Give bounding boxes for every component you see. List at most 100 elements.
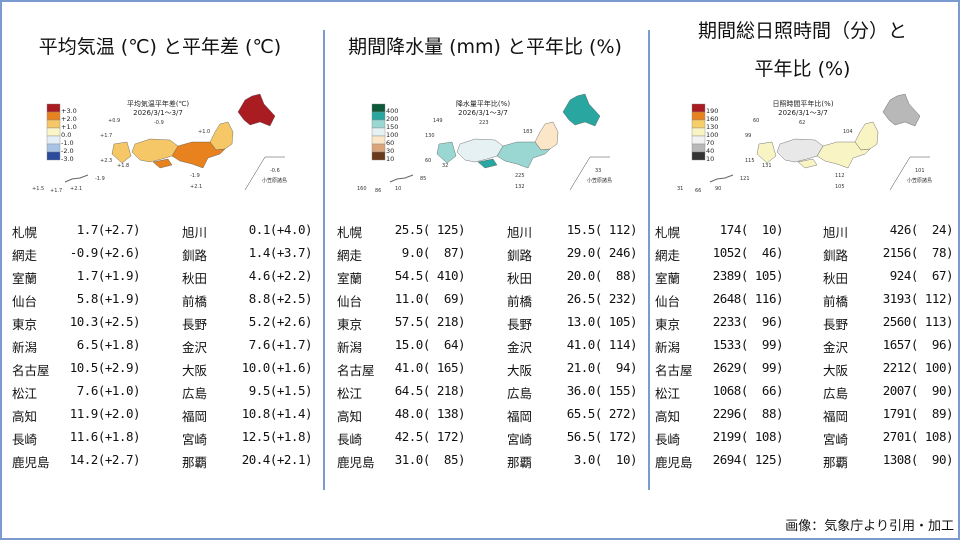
station-label: 99 [745, 133, 751, 139]
station-value: 14.2(+2.7) [69, 452, 141, 467]
table-row: 前橋 3193( 112) [823, 291, 954, 313]
station-value: 13.0( 105) [566, 314, 638, 329]
station-value: 3193( 112) [882, 291, 954, 306]
table-row: 網走 9.0( 87) [337, 245, 466, 267]
table-row: 旭川 0.1(+4.0) [182, 222, 313, 244]
station-value: 25.5( 125) [394, 222, 466, 237]
table-row: 福岡 1791( 89) [823, 406, 954, 428]
legend-swatch [46, 111, 61, 121]
table-row: 釧路 29.0( 246) [507, 245, 638, 267]
region-tohoku [209, 121, 234, 151]
station-value: 54.5( 410) [394, 268, 466, 283]
station-label: 31 [677, 186, 683, 192]
station-name: 鹿児島 [337, 455, 375, 470]
station-label: 86 [375, 188, 381, 194]
station-label: 10 [395, 186, 401, 192]
region-kyushu [756, 141, 777, 164]
station-name: 網走 [12, 248, 38, 263]
station-name: 金沢 [182, 340, 208, 355]
region-shikoku [797, 158, 818, 169]
station-value: 2694( 125) [712, 452, 784, 467]
inset-border [889, 156, 930, 191]
table-row: 名古屋 10.5(+2.9) [12, 360, 141, 382]
panel-precipitation: 期間降水量 (mm) と平年比 (%) 400 200 150 100 60 30 10 降水… [325, 0, 645, 540]
station-label: +2.3 [100, 158, 112, 164]
map-title: 日照時間平年比(%) [772, 99, 833, 108]
table-row: 松江 1068( 66) [655, 383, 784, 405]
station-value: 2233( 96) [712, 314, 784, 329]
table-row: 網走 -0.9(+2.6) [12, 245, 141, 267]
station-value: 3.0( 10) [573, 452, 638, 467]
station-label: 104 [843, 129, 853, 135]
station-value: 26.5( 232) [566, 291, 638, 306]
legend-swatch [46, 119, 61, 129]
region-okinawa [709, 174, 734, 183]
panel-title: 期間降水量 (mm) と平年比 (%) [348, 36, 622, 58]
station-value: 1.4(+3.7) [248, 245, 313, 260]
station-name: 新潟 [12, 340, 38, 355]
region-kyushu [111, 141, 132, 164]
station-name: 高知 [12, 409, 38, 424]
table-row: 宮崎 12.5(+1.8) [182, 429, 313, 451]
station-name: 秋田 [182, 271, 208, 286]
station-name: 室蘭 [655, 271, 681, 286]
station-name: 広島 [507, 386, 533, 401]
station-value: 10.5(+2.9) [69, 360, 141, 375]
station-label: 66 [695, 188, 701, 194]
table-row: 広島 2007( 90) [823, 383, 954, 405]
station-value: 21.0( 94) [566, 360, 638, 375]
station-value: 2648( 116) [712, 291, 784, 306]
table-row: 仙台 11.0( 69) [337, 291, 466, 313]
station-value: 29.0( 246) [566, 245, 638, 260]
islands-label: 小笠原諸島 [907, 177, 932, 184]
station-value: 1.7(+1.9) [76, 268, 141, 283]
station-value: 2156( 78) [882, 245, 954, 260]
table-row: 大阪 10.0(+1.6) [182, 360, 313, 382]
legend-swatch [691, 103, 706, 113]
table-row: 札幌 174( 10) [655, 222, 784, 244]
region-kanto [816, 141, 871, 169]
legend-label: 160 [706, 115, 718, 123]
station-name: 那覇 [182, 455, 208, 470]
station-value: 41.0( 114) [566, 337, 638, 352]
station-label: -0.6 [270, 168, 280, 174]
islands-label: 小笠原諸島 [262, 177, 287, 184]
table-row: 名古屋 41.0( 165) [337, 360, 466, 382]
station-name: 高知 [655, 409, 681, 424]
station-label: -1.9 [190, 173, 200, 179]
table-row: 旭川 15.5( 112) [507, 222, 638, 244]
legend-swatch [46, 151, 61, 161]
region-kanto [171, 141, 226, 169]
station-name: 網走 [337, 248, 363, 263]
station-name: 札幌 [12, 225, 38, 240]
panel-sunshine: 期間総日照時間（分）と 平年比 (%) 190 160 130 100 70 40 10 日照… [645, 0, 960, 540]
station-name: 大阪 [823, 363, 849, 378]
table-row: 広島 36.0( 155) [507, 383, 638, 405]
station-value: 1.7(+2.7) [76, 222, 141, 237]
station-name: 前橋 [507, 294, 533, 309]
station-name: 大阪 [507, 363, 533, 378]
legend-label: 40 [706, 147, 714, 155]
table-row: 金沢 1657( 96) [823, 337, 954, 359]
table-row: 福岡 65.5( 272) [507, 406, 638, 428]
table-row: 札幌 1.7(+2.7) [12, 222, 141, 244]
station-value: 1533( 99) [712, 337, 784, 352]
legend-swatch [371, 119, 386, 129]
legend-label: 150 [386, 123, 398, 131]
table-row: 高知 11.9(+2.0) [12, 406, 141, 428]
table-row: 鹿児島 31.0( 85) [337, 452, 466, 474]
station-value: 9.0( 87) [401, 245, 466, 260]
panel-temperature: 平均気温 (℃) と平年差 (℃) +3.0 +2.0 +1.0 0.0 -1.0 -2.… [0, 0, 320, 540]
station-name: 長崎 [12, 432, 38, 447]
station-label: 121 [740, 176, 750, 182]
station-name: 鹿児島 [655, 455, 693, 470]
region-hokkaido [562, 93, 601, 127]
islands-label: 小笠原諸島 [587, 177, 612, 184]
station-value: 41.0( 165) [394, 360, 466, 375]
legend-label: 190 [706, 107, 718, 115]
inset-border [569, 156, 610, 191]
legend-swatch [46, 103, 61, 113]
station-label: 130 [425, 133, 435, 139]
legend-label: 60 [386, 139, 394, 147]
map-title: 降水量平年比(%) [456, 99, 510, 108]
